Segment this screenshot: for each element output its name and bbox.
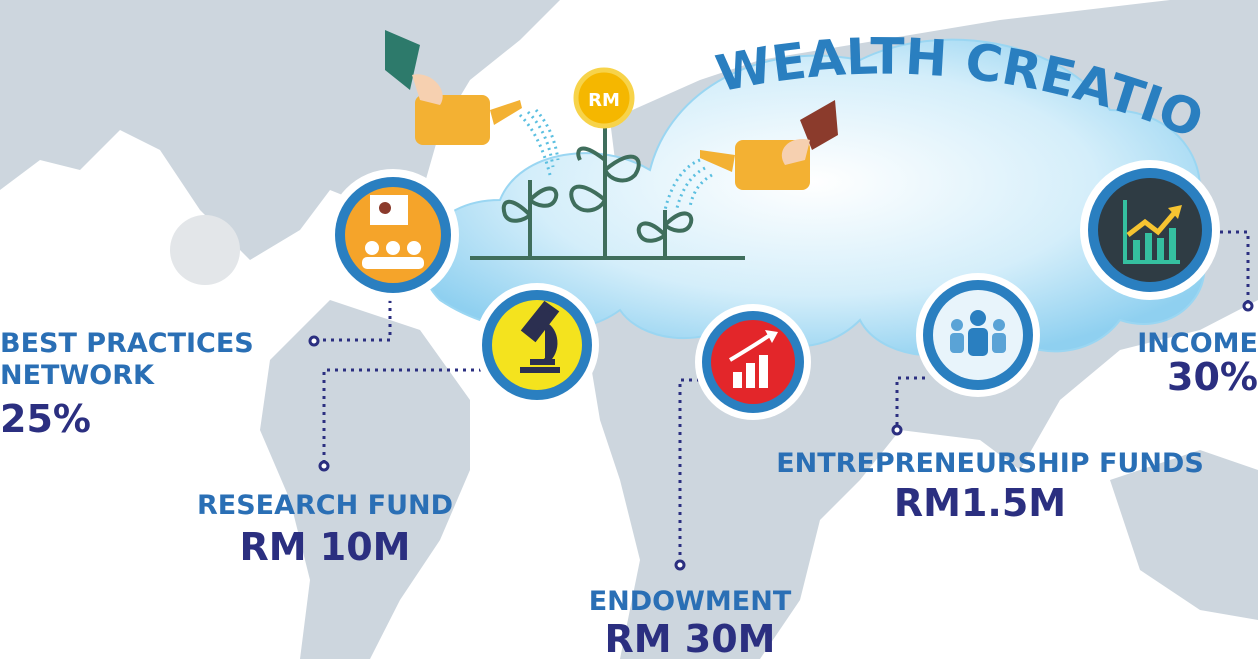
icon-research xyxy=(475,283,599,407)
connectors xyxy=(308,230,1254,571)
watering-can-right xyxy=(663,100,838,211)
watering-can-left xyxy=(385,30,560,176)
item-label: ENTREPRENEURSHIP FUNDS xyxy=(776,448,1204,479)
item-value: 30% xyxy=(1167,355,1258,399)
icon-income xyxy=(1080,160,1220,300)
item-label: ENDOWMENT xyxy=(589,586,792,617)
icon-best-practices xyxy=(327,169,459,301)
item-label: NETWORK xyxy=(0,360,155,391)
item-value: 25% xyxy=(0,397,91,441)
item-value: RM 10M xyxy=(240,525,411,569)
plants xyxy=(470,120,745,260)
item-value: RM1.5M xyxy=(894,481,1066,525)
item-label: RESEARCH FUND xyxy=(197,490,453,521)
icon-endowment xyxy=(695,304,811,420)
labels: BEST PRACTICES NETWORK 25% RESEARCH FUND… xyxy=(0,328,1258,659)
item-label: BEST PRACTICES xyxy=(0,328,254,359)
item-label: INCOME xyxy=(1137,328,1258,359)
coin: RM xyxy=(573,67,635,129)
item-value: RM 30M xyxy=(605,617,776,659)
icon-entrepreneurship xyxy=(916,273,1040,397)
coin-label: RM xyxy=(588,90,620,111)
